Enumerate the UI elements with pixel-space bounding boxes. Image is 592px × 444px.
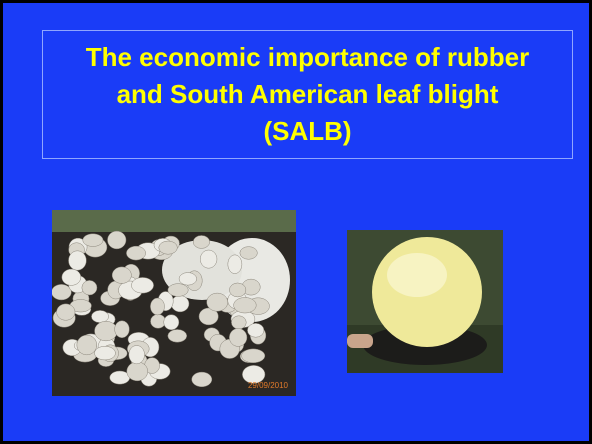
latex-lump (150, 297, 165, 316)
photo-foliage (52, 210, 296, 232)
latex-lump (94, 321, 118, 342)
latex-lump (94, 346, 116, 361)
latex-lump (81, 280, 98, 296)
latex-lump (241, 348, 266, 363)
latex-lump (227, 254, 243, 274)
latex-lump (200, 249, 218, 269)
latex-lump (82, 233, 104, 247)
latex-lump (229, 328, 248, 347)
highlight (387, 253, 447, 297)
slide-title: The economic importance of rubber and So… (85, 42, 530, 146)
latex-lump (242, 365, 266, 384)
latex-lump (231, 315, 247, 330)
latex-lump (111, 266, 132, 284)
title-box: The economic importance of rubber and So… (42, 30, 573, 159)
latex-lump (68, 250, 87, 271)
latex-lump (170, 295, 190, 313)
latex-lump (52, 284, 72, 301)
latex-lump (114, 320, 130, 339)
latex-lump (150, 314, 166, 329)
latex-lump (198, 307, 219, 326)
photo-date-stamp: 29/09/2010 (248, 381, 289, 390)
hand (347, 334, 373, 348)
latex-lump (233, 297, 257, 314)
photo-latex-ball (347, 230, 503, 373)
latex-lump (56, 303, 76, 321)
latex-lump (76, 334, 97, 356)
latex-lump (192, 235, 210, 249)
latex-lump (61, 268, 82, 286)
latex-lump (91, 310, 109, 323)
latex-lump (178, 272, 197, 286)
latex-lump (163, 314, 180, 331)
latex-lump (167, 283, 189, 297)
latex-lump (167, 329, 187, 343)
latex-lump (247, 323, 265, 338)
latex-lump (239, 246, 258, 260)
latex-lump (158, 240, 178, 255)
latex-lump (206, 292, 228, 312)
latex-lump (131, 277, 154, 294)
latex-lump (126, 361, 148, 382)
latex-lump (128, 345, 145, 365)
photo-latex-lumps: 29/09/2010 (52, 210, 296, 396)
latex-lump (229, 282, 247, 298)
latex-lump (126, 245, 146, 261)
latex-lump (191, 371, 213, 388)
latex-lump (107, 230, 127, 250)
